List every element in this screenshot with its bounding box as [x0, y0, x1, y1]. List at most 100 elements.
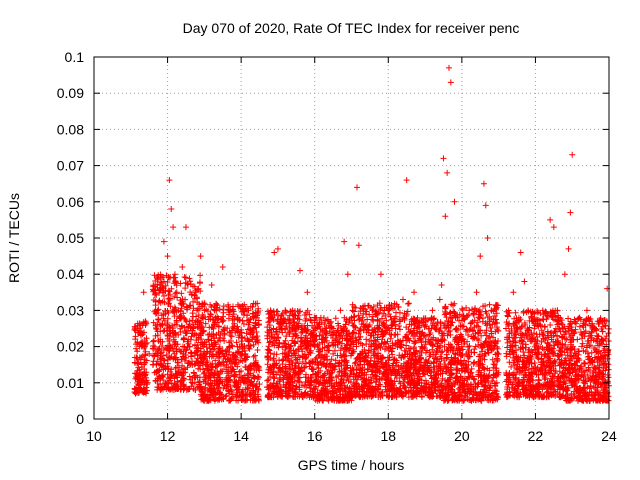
- data-point: [532, 392, 539, 399]
- data-point: [482, 383, 489, 390]
- data-point: [378, 304, 385, 311]
- data-point: [382, 340, 389, 347]
- data-point: [356, 316, 363, 323]
- data-point: [270, 308, 277, 315]
- data-point: [197, 339, 204, 346]
- data-point: [234, 328, 241, 335]
- data-point: [337, 332, 344, 339]
- data-point: [138, 361, 145, 368]
- data-point: [461, 386, 468, 393]
- data-point: [245, 337, 252, 344]
- data-point: [465, 353, 472, 360]
- data-point: [376, 390, 383, 397]
- data-point: [593, 338, 600, 345]
- data-point: [533, 371, 540, 378]
- data-point: [307, 360, 314, 367]
- data-point: [200, 370, 207, 377]
- data-point: [445, 317, 452, 324]
- data-point: [184, 280, 191, 287]
- data-point: [475, 390, 482, 397]
- data-point: [359, 317, 366, 324]
- data-point: [245, 321, 252, 328]
- data-point: [379, 328, 386, 335]
- data-point: [481, 383, 488, 390]
- data-point: [164, 360, 171, 367]
- data-point: [528, 387, 535, 394]
- data-point: [303, 315, 310, 322]
- data-point: [306, 394, 313, 401]
- data-point: [368, 341, 375, 348]
- data-point: [255, 365, 262, 372]
- data-point: [363, 389, 370, 396]
- data-point: [246, 374, 253, 381]
- data-point: [353, 366, 360, 373]
- data-point: [516, 363, 523, 370]
- data-point: [323, 390, 330, 397]
- data-point: [160, 366, 167, 373]
- data-point: [331, 390, 338, 397]
- data-point: [518, 378, 525, 385]
- data-point: [249, 304, 256, 311]
- data-point: [254, 347, 261, 354]
- data-point: [367, 354, 374, 361]
- data-point: [547, 322, 554, 329]
- data-point: [157, 274, 164, 281]
- data-point: [510, 320, 517, 327]
- data-point: [383, 317, 390, 324]
- data-point: [494, 356, 501, 363]
- data-point: [570, 343, 577, 350]
- data-point: [379, 392, 386, 399]
- data-point: [401, 316, 408, 323]
- data-point: [543, 393, 550, 400]
- data-point: [324, 316, 331, 323]
- data-point: [384, 325, 391, 332]
- data-point: [463, 304, 470, 311]
- data-point: [385, 369, 392, 376]
- data-point: [207, 377, 214, 384]
- data-point: [299, 358, 306, 365]
- data-point: [372, 388, 379, 395]
- data-point: [271, 351, 278, 358]
- data-point: [165, 385, 172, 392]
- data-point: [541, 374, 548, 381]
- data-point: [323, 324, 330, 331]
- data-point: [544, 339, 551, 346]
- data-point: [494, 396, 501, 403]
- data-point: [323, 330, 330, 337]
- data-point: [196, 280, 203, 287]
- data-point: [307, 334, 314, 341]
- data-point: [220, 303, 227, 310]
- data-point: [178, 300, 185, 307]
- data-point: [251, 366, 258, 373]
- data-point: [302, 338, 309, 345]
- data-point: [563, 336, 570, 343]
- data-point: [513, 353, 520, 360]
- data-point: [155, 316, 162, 323]
- data-point: [598, 381, 605, 388]
- data-point: [264, 324, 271, 331]
- data-point: [250, 353, 257, 360]
- data-point: [492, 338, 499, 345]
- data-point: [587, 322, 594, 329]
- data-point: [536, 317, 543, 324]
- data-point: [142, 372, 149, 379]
- data-point: [268, 382, 275, 389]
- data-point: [184, 281, 191, 288]
- data-point: [173, 345, 180, 352]
- data-point: [416, 366, 423, 373]
- data-point: [511, 377, 518, 384]
- data-point: [451, 300, 458, 307]
- data-point: [438, 349, 445, 356]
- data-point: [488, 330, 495, 337]
- data-point: [209, 360, 216, 367]
- data-point: [255, 339, 262, 346]
- data-point: [175, 364, 182, 371]
- data-point: [201, 385, 208, 392]
- data-point: [264, 335, 271, 342]
- data-point: [185, 386, 192, 393]
- data-point: [264, 346, 271, 353]
- data-point: [401, 310, 408, 317]
- data-point: [533, 331, 540, 338]
- data-point: [526, 353, 533, 360]
- data-point: [471, 306, 478, 313]
